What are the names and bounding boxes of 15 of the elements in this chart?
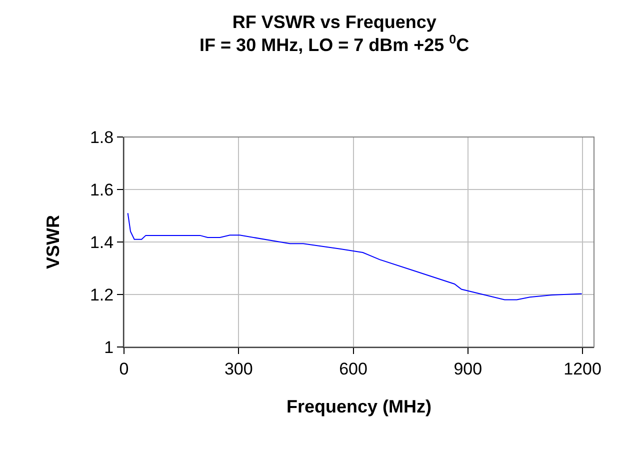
x-axis-title: Frequency (MHz) (286, 396, 432, 416)
y-tick-label: 1.2 (90, 285, 114, 304)
y-tick-label: 1.4 (90, 232, 114, 252)
chart-subtitle: IF = 30 MHz, LO = 7 dBm +25 $^{0}$C (200, 32, 470, 56)
y-tick-label: 1.8 (90, 128, 114, 147)
x-tick-label: 0 (119, 359, 129, 378)
chart-title: RF VSWR vs Frequency (232, 12, 436, 32)
x-tick-label: 300 (224, 359, 253, 378)
y-axis-title: VSWR (43, 215, 64, 269)
x-tick-label: 900 (454, 359, 482, 378)
line-series (127, 212, 582, 300)
x-tick-label: 1200 (564, 359, 602, 378)
x-tick-label: 600 (339, 359, 368, 378)
y-tick-label: 1 (104, 338, 114, 357)
y-tick-label: 1.6 (90, 180, 114, 200)
